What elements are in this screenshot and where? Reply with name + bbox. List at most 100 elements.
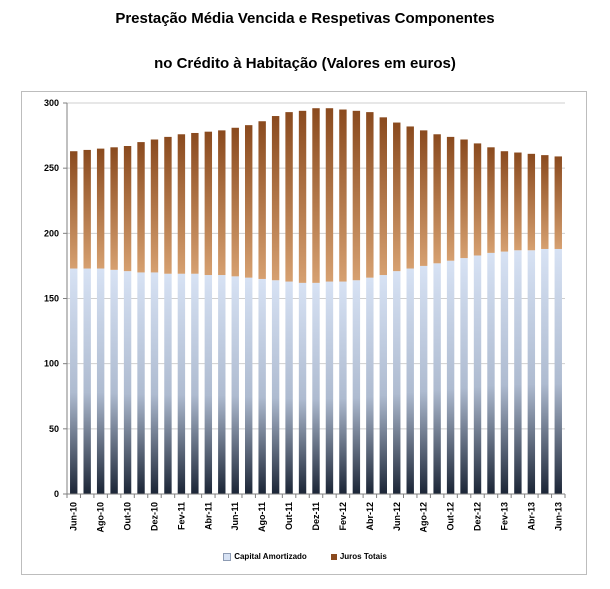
bar-juros-Abr-12 [366,112,374,278]
bar-juros-Abr-11 [204,131,213,276]
y-tick-label: 200 [44,228,59,238]
legend-swatch-juros [330,553,337,560]
bar-capital-Abr-11 [204,275,213,494]
legend-item-juros: Juros Totais [330,552,387,561]
x-tick-label: Fev-12 [338,502,348,531]
bar-capital-Mar-13 [514,250,522,494]
bar-capital-Mai-12 [379,275,387,494]
bar-capital-Jul-11 [245,277,253,494]
y-tick-label: 150 [44,294,59,304]
bar-juros-Jun-10 [70,151,78,269]
bar-juros-Jan-11 [164,136,172,274]
y-axis-tick-labels: 0 50 100 150 200 250 300 [44,98,59,499]
y-tick-label: 100 [44,359,59,369]
x-tick-label: Fev-13 [499,502,509,531]
x-tick-label: Ago-11 [257,502,267,532]
bar-capital-Jun-12 [393,271,401,494]
bar-capital-Mar-12 [352,280,361,494]
bar-capital-Jun-13 [554,248,562,494]
bar-capital-Fev-13 [500,251,509,494]
x-tick-label: Abr-12 [365,502,375,531]
bar-juros-Mar-11 [191,132,199,274]
legend-label-juros: Juros Totais [339,552,387,561]
bar-capital-Jun-10 [70,268,78,494]
bar-juros-Out-12 [446,136,455,261]
x-tick-label: Dez-11 [311,502,321,531]
bar-juros-Ago-11 [258,121,266,279]
y-tick-label: 300 [44,98,59,108]
bar-capital-Mai-13 [541,248,549,494]
legend: Capital Amortizado Juros Totais [0,552,610,561]
bar-juros-Mai-13 [541,155,549,249]
bar-capital-Mai-11 [218,275,226,494]
bar-capital-Set-11 [271,280,280,494]
bar-juros-Mar-12 [352,110,361,281]
bar-juros-Mai-12 [379,117,387,276]
x-tick-label: Out-12 [446,502,456,531]
bar-juros-Dez-10 [150,139,159,273]
legend-item-capital: Capital Amortizado [223,552,307,561]
x-tick-label: Out-11 [284,502,294,530]
x-axis-tick-labels: Jun-10 Ago-10 Out-10 Dez-10 Fev-11 Abr-11 Jun-… [69,502,564,533]
bar-capital-Set-10 [110,269,118,494]
legend-label-capital: Capital Amortizado [234,552,307,561]
bar-juros-Jan-13 [487,147,495,253]
bar-juros-Mai-11 [218,130,226,276]
bar-juros-Mar-13 [514,152,522,251]
bar-juros-Out-11 [285,112,293,282]
bar-capital-Jun-11 [231,276,239,494]
bar-juros-Jul-11 [245,125,253,278]
chart-frame [21,91,587,575]
bar-capital-Jul-10 [83,268,91,494]
bar-capital-Nov-11 [298,282,307,494]
x-tick-label: Dez-12 [473,502,483,531]
legend-swatch-capital [223,552,232,561]
bar-juros-Nov-12 [460,139,468,259]
bar-juros-Fev-12 [339,109,347,282]
x-tick-label: Out-10 [123,502,133,531]
bar-capital-Dez-11 [312,282,320,494]
bar-juros-Dez-11 [312,108,320,283]
bar-juros-Jan-12 [325,108,334,282]
bar-capital-Abr-13 [527,250,536,494]
x-tick-label: Jun-11 [230,502,240,531]
bar-capital-Out-11 [285,281,293,494]
bar-juros-Abr-13 [527,153,536,251]
bar-juros-Ago-12 [419,130,428,266]
x-tick-label: Jun-12 [392,502,402,531]
bar-juros-Jun-11 [231,127,239,277]
bar-juros-Set-12 [433,134,441,264]
y-tick-label: 250 [44,163,59,173]
bar-capital-Nov-10 [137,272,145,494]
bar-juros-Jul-10 [83,149,91,269]
bar-juros-Ago-10 [96,148,105,269]
x-tick-label: Dez-10 [149,502,159,531]
bar-juros-Fev-11 [177,134,186,274]
chart-title-line-1: Prestação Média Vencida e Respetivas Com… [115,10,495,27]
bar-juros-Jun-12 [393,122,401,272]
bar-capital-Out-12 [446,260,455,494]
x-tick-label: Fev-11 [176,502,186,530]
bar-capital-Fev-12 [339,281,347,494]
bars [70,108,562,494]
bar-juros-Jul-12 [406,126,414,269]
x-tick-label: Ago-10 [96,502,106,533]
bar-juros-Nov-11 [298,110,307,283]
x-tick-label: Jun-13 [553,502,563,531]
bar-juros-Nov-10 [137,142,145,273]
bar-capital-Ago-12 [419,265,428,494]
bar-capital-Mar-11 [191,273,199,494]
bar-capital-Jul-12 [406,268,414,494]
axes [66,103,566,498]
bar-juros-Jun-13 [554,156,562,249]
y-tick-label: 50 [49,424,59,434]
bar-capital-Abr-12 [366,277,374,494]
x-tick-label: Ago-12 [419,502,429,533]
x-tick-label: Jun-10 [69,502,79,531]
y-tick-label: 0 [54,489,59,499]
bar-capital-Dez-12 [473,255,482,494]
x-tick-label: Abr-13 [526,502,536,531]
bar-capital-Ago-10 [96,268,105,494]
bar-capital-Jan-11 [164,273,172,494]
